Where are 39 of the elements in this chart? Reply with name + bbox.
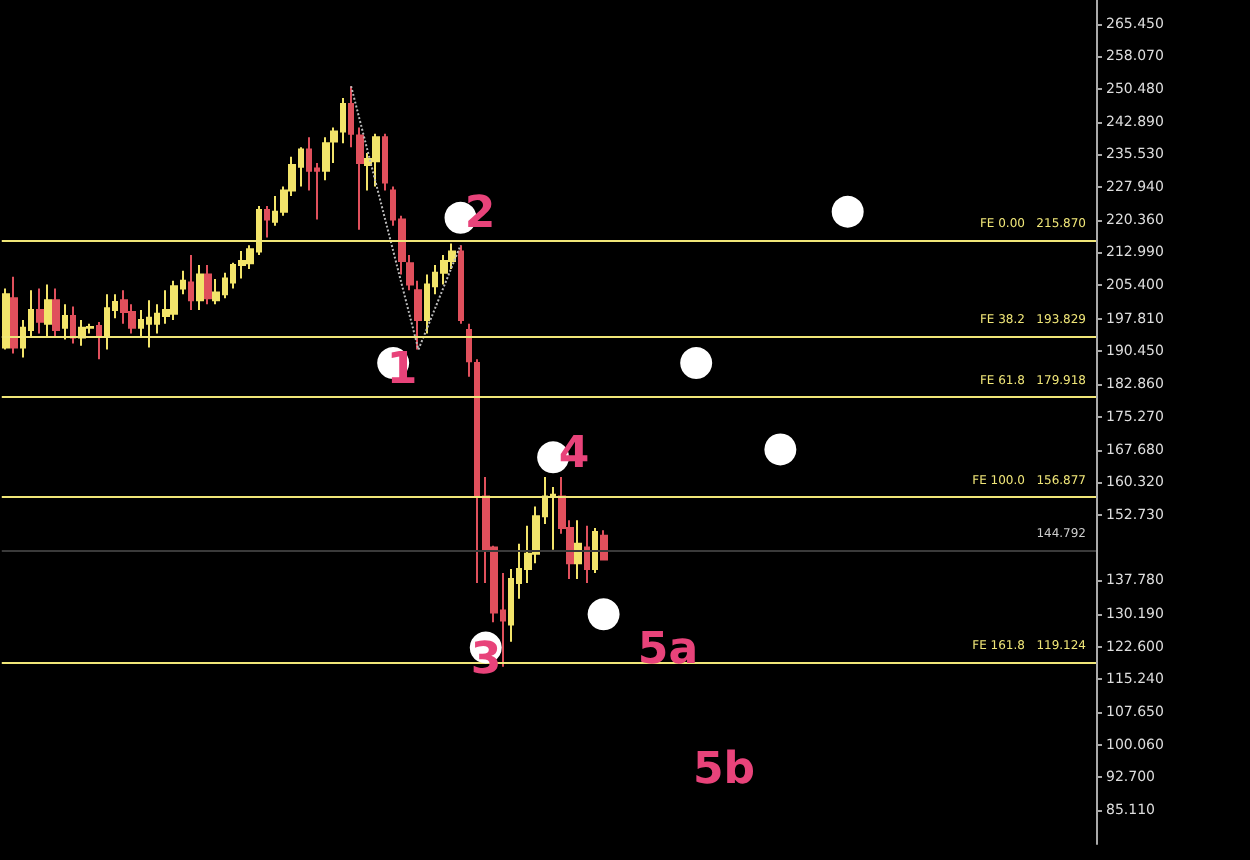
- candlestick: [458, 244, 464, 325]
- candlestick: [212, 277, 220, 306]
- candlestick: [104, 293, 110, 351]
- candlestick: [120, 289, 128, 325]
- point: [764, 433, 797, 466]
- candlestick: [322, 136, 330, 182]
- candlestick: [62, 303, 68, 341]
- candlestick: [146, 299, 152, 349]
- candlestick: [264, 205, 270, 239]
- candlestick: [592, 526, 598, 574]
- candlestick: [188, 253, 194, 311]
- candlestick: [584, 524, 590, 584]
- candlestick: [574, 519, 582, 581]
- candlestick: [52, 287, 60, 339]
- candlestick: [204, 263, 212, 306]
- candlestick: [474, 358, 480, 584]
- candlestick: [36, 287, 44, 335]
- candlestick: [466, 322, 472, 378]
- candlestick: [600, 529, 608, 561]
- candlestick: [550, 485, 556, 551]
- candlestick: [162, 289, 170, 325]
- candlestick: [96, 321, 102, 361]
- candlestick: [382, 132, 388, 192]
- annotation: 5a: [637, 625, 699, 675]
- annotation: 3: [470, 635, 502, 685]
- point: [680, 347, 713, 380]
- candlestick: [2, 287, 10, 351]
- candlestick: [424, 273, 430, 335]
- candlestick: [196, 263, 204, 311]
- candlestick: [10, 275, 18, 355]
- candlestick: [170, 279, 178, 321]
- candlestick: [70, 305, 76, 345]
- candlestick: [44, 283, 52, 339]
- candlestick: [138, 308, 144, 339]
- candlestick: [78, 318, 86, 347]
- annotation: 5b: [692, 745, 756, 795]
- point: [831, 195, 864, 228]
- point: [587, 598, 620, 631]
- candlestick: [372, 132, 380, 188]
